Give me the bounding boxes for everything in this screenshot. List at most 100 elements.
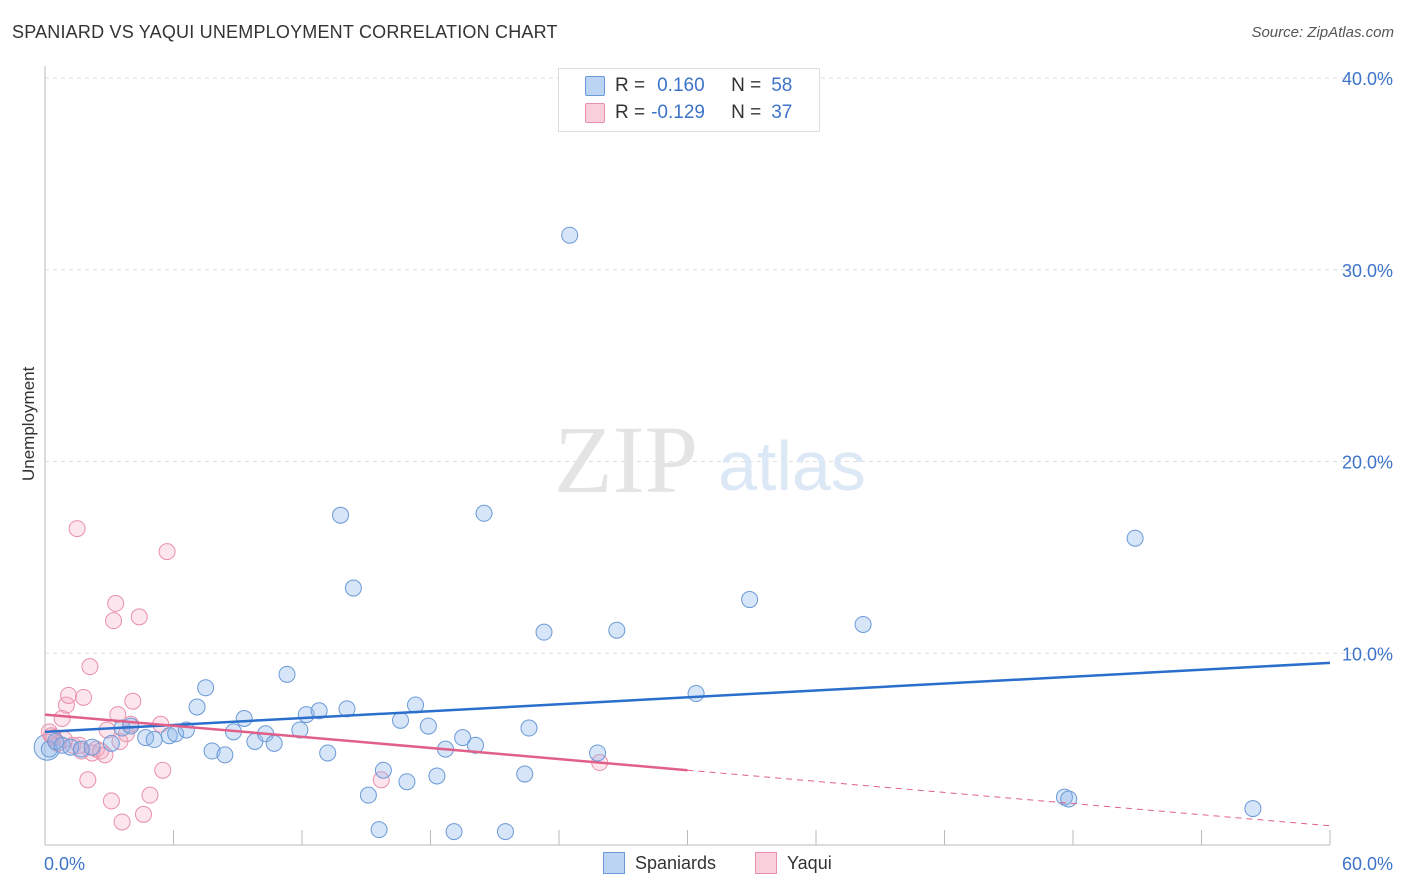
yaqui-point <box>87 740 105 758</box>
yaqui-point <box>81 658 99 676</box>
spaniards-point <box>419 717 437 735</box>
yaqui-point <box>135 805 153 823</box>
y-axis-label: Unemployment <box>19 366 38 481</box>
spaniards-point <box>359 786 377 804</box>
legend-n-label: N = <box>731 102 762 123</box>
watermark-zip: ZIP <box>554 406 698 513</box>
spaniards-point <box>374 761 392 779</box>
spaniards-point <box>535 623 553 641</box>
spaniards-point <box>496 823 514 841</box>
spaniards-point <box>561 226 579 244</box>
spaniards-point <box>160 727 178 745</box>
legend-row-spaniards: R = 0.160 N = 58 <box>585 73 792 99</box>
yaqui-point <box>105 612 123 630</box>
spaniards-point <box>445 823 463 841</box>
yaqui-point <box>102 792 120 810</box>
spaniards-point <box>344 579 362 597</box>
spaniards-point <box>520 719 538 737</box>
spaniards-point <box>197 679 215 697</box>
spaniards-point <box>332 506 350 524</box>
y-tick-label: 30.0% <box>1342 261 1393 281</box>
spaniards-point <box>392 711 410 729</box>
legend-r-label: R = <box>615 102 646 123</box>
spaniards-trendline <box>44 661 1331 734</box>
yaqui-point <box>68 520 86 538</box>
yaqui-point <box>107 594 125 612</box>
spaniards-point <box>1126 529 1144 547</box>
watermark-atlas: atlas <box>718 427 866 505</box>
yaqui-point <box>130 608 148 626</box>
spaniards-point <box>188 698 206 716</box>
spaniards-point <box>370 821 388 839</box>
spaniards-point <box>278 665 296 683</box>
yaqui-point <box>141 786 159 804</box>
spaniards-point <box>62 738 80 756</box>
spaniards-point <box>319 744 337 762</box>
spaniards-point <box>72 740 90 758</box>
series-legend: Spaniards Yaqui <box>0 852 1406 876</box>
spaniards-point <box>741 591 759 609</box>
spaniards-point <box>608 621 626 639</box>
legend-swatch-yaqui <box>585 103 605 123</box>
spaniards-point <box>53 736 71 754</box>
legend-swatch-spaniards <box>585 76 605 96</box>
legend-r-label: R = <box>615 75 646 96</box>
legend-n-value: 58 <box>771 75 793 96</box>
legend-r-value: 0.160 <box>657 75 705 96</box>
data-points <box>33 226 1262 841</box>
spaniards-point <box>310 702 328 720</box>
spaniards-point <box>216 746 234 764</box>
spaniards-point <box>265 734 283 752</box>
spaniards-point <box>466 736 484 754</box>
spaniards-point <box>83 738 101 756</box>
yaqui-point <box>124 692 142 710</box>
spaniards-point <box>475 504 493 522</box>
y-tick-label: 10.0% <box>1342 644 1393 664</box>
spaniards-point <box>291 721 309 739</box>
spaniards-point <box>1060 790 1078 808</box>
legend-r-value: -0.129 <box>651 102 705 123</box>
watermark: ZIP atlas <box>554 406 866 513</box>
legend-swatch-yaqui <box>755 852 777 874</box>
spaniards-point <box>203 742 221 760</box>
yaqui-point <box>53 709 71 727</box>
grid-lines <box>45 77 1392 654</box>
trend-lines <box>44 661 1331 827</box>
legend-row-yaqui: R = -0.129 N = 37 <box>585 100 792 126</box>
x-tick-label: 0.0% <box>44 854 85 874</box>
legend-n-value: 37 <box>771 102 793 123</box>
spaniards-point <box>516 765 534 783</box>
y-tick-label: 20.0% <box>1342 453 1393 473</box>
spaniards-point <box>1244 800 1262 818</box>
spaniards-point <box>1055 788 1073 806</box>
y-tick-label: 40.0% <box>1342 69 1393 89</box>
correlation-legend: R = 0.160 N = 58 R = -0.129 N = 37 <box>558 68 820 132</box>
spaniards-point <box>428 767 446 785</box>
spaniards-point <box>589 744 607 762</box>
yaqui-point <box>113 813 131 831</box>
legend-item-yaqui: Yaqui <box>755 852 832 874</box>
legend-label-yaqui: Yaqui <box>787 852 832 873</box>
legend-n-label: N = <box>731 75 762 96</box>
legend-label-spaniards: Spaniards <box>635 852 717 873</box>
spaniards-point <box>454 729 472 747</box>
spaniards-point <box>145 731 163 749</box>
spaniards-point <box>235 709 253 727</box>
spaniards-point <box>398 773 416 791</box>
legend-item-spaniards: Spaniards <box>603 852 716 874</box>
yaqui-point <box>109 706 127 724</box>
yaqui-point <box>158 543 176 561</box>
spaniards-point <box>33 733 61 761</box>
yaqui-point <box>60 686 78 704</box>
spaniards-point <box>687 685 705 703</box>
chart-title: SPANIARD VS YAQUI UNEMPLOYMENT CORRELATI… <box>12 22 558 42</box>
yaqui-trendline <box>687 769 1331 827</box>
yaqui-point <box>154 761 172 779</box>
spaniards-point <box>854 615 872 633</box>
legend-swatch-spaniards <box>603 852 625 874</box>
yaqui-trendline <box>44 713 688 772</box>
tick-labels: 10.0% 20.0% 30.0% 40.0% 0.0% 60.0% <box>44 69 1393 874</box>
yaqui-point <box>75 688 93 706</box>
x-tick-label: 60.0% <box>1342 854 1393 874</box>
